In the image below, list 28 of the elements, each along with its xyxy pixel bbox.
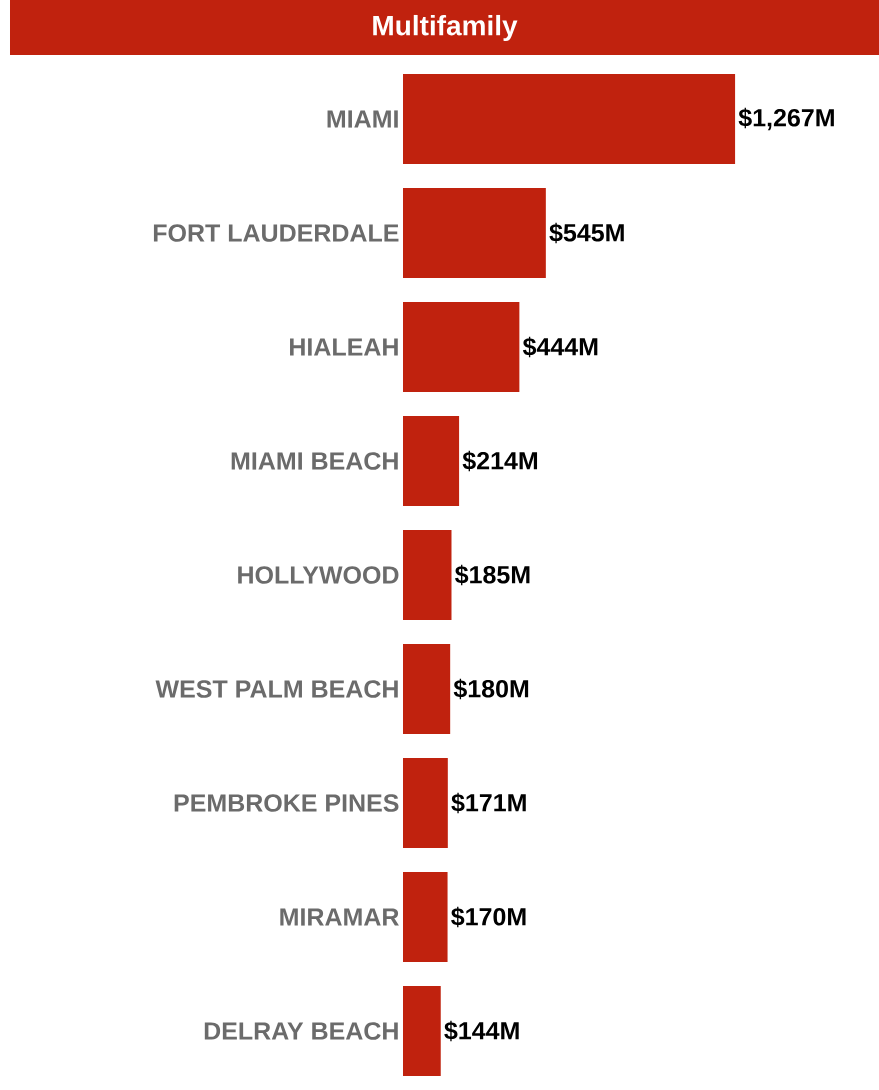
y-tick-label: HOLLYWOOD (238, 566, 399, 584)
bar (403, 416, 460, 506)
data-label: $170M (451, 906, 526, 928)
y-tick-label: HIALEAH (290, 338, 398, 356)
data-label: $1,267M (738, 107, 834, 131)
bar (403, 188, 546, 278)
data-label: $444M (522, 336, 598, 358)
data-label: $144M (444, 1020, 519, 1042)
y-tick-label: MIAMI (327, 110, 398, 128)
chart-title: Multifamily (373, 14, 518, 42)
y-tick-label: MIRAMAR (280, 908, 399, 926)
y-tick-label: WEST PALM BEACH (155, 680, 398, 698)
data-label: $185M (455, 564, 530, 586)
bar (403, 530, 452, 620)
bar (403, 74, 736, 164)
data-label: $545M (549, 222, 624, 244)
bar (403, 644, 451, 734)
data-label: $171M (451, 792, 526, 814)
y-tick-label: MIAMI BEACH (231, 452, 398, 470)
y-tick-label: PEMBROKE PINES (174, 794, 399, 812)
bar (403, 872, 448, 962)
y-tick-label: DELRAY BEACH (204, 1022, 398, 1040)
data-label: $180M (453, 678, 529, 700)
bar (403, 302, 520, 392)
bar (403, 986, 441, 1076)
y-tick-label: FORT LAUDERDALE (153, 224, 399, 242)
bar (403, 758, 448, 848)
data-label: $214M (462, 450, 538, 472)
